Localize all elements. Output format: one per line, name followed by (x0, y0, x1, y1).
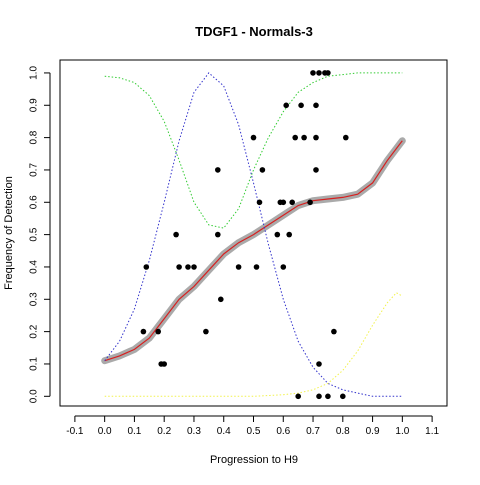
data-point (316, 393, 322, 400)
data-point (316, 361, 322, 367)
data-point (307, 199, 313, 206)
data-point (286, 231, 293, 238)
data-point (259, 167, 266, 173)
x-tick-label: -0.1 (66, 426, 84, 437)
y-axis: 0.0 0.1 0.2 0.3 0.4 0.5 0.6 0.7 0.8 0.9 1.0 (29, 66, 51, 403)
yellow-curve (104, 292, 403, 397)
points-layer (140, 70, 349, 400)
x-tick-label: 0.0 (98, 426, 112, 437)
y-tick-label: 0.5 (29, 227, 40, 241)
smooth-band-layer (101, 137, 406, 365)
data-point (215, 167, 221, 173)
x-tick-label: 0.2 (157, 426, 171, 437)
data-point (218, 296, 224, 303)
data-point (185, 264, 191, 270)
data-point (310, 70, 316, 76)
curves-layer (104, 72, 403, 397)
data-point (313, 167, 319, 173)
y-tick-label: 0.2 (29, 324, 40, 338)
data-point (292, 134, 299, 141)
data-point (289, 199, 296, 206)
data-point (274, 231, 281, 238)
x-tick-label: 0.7 (306, 426, 320, 437)
data-point (313, 102, 319, 109)
data-point (203, 328, 209, 335)
data-point (280, 264, 287, 270)
x-tick-label: 0.6 (276, 426, 290, 437)
plot-frame (59, 59, 448, 407)
x-tick-label: 1.1 (425, 426, 439, 437)
data-point (343, 134, 349, 141)
data-point (325, 70, 331, 76)
green-curve (104, 72, 403, 229)
chart-title: TDGF1 - Normals-3 (195, 24, 313, 39)
x-axis: -0.1 0.0 0.1 0.2 0.3 0.4 0.5 0.6 0.7 0.8 0.9 1.0 1.1 (66, 415, 440, 437)
data-point (331, 328, 337, 335)
data-point (340, 393, 346, 400)
x-tick-label: 0.9 (366, 426, 380, 437)
x-tick-label: 0.5 (247, 426, 261, 437)
data-point (253, 264, 260, 270)
y-tick-label: 0.9 (29, 98, 40, 112)
data-point (325, 393, 331, 400)
data-point (280, 199, 287, 206)
y-tick-label: 0.8 (29, 130, 40, 144)
data-point (301, 134, 307, 141)
data-point (283, 102, 290, 109)
x-tick-label: 0.3 (187, 426, 201, 437)
x-tick-label: 1.0 (395, 426, 409, 437)
y-tick-label: 0.7 (29, 163, 40, 177)
data-point (256, 199, 263, 206)
x-tick-label: 0.1 (127, 426, 141, 437)
data-point (295, 393, 302, 400)
data-point (155, 328, 161, 335)
data-point (176, 264, 182, 270)
y-tick-label: 1.0 (29, 66, 40, 80)
data-point (313, 134, 319, 141)
data-point (173, 231, 179, 238)
fit-line (104, 140, 403, 362)
y-tick-label: 0.6 (29, 195, 40, 209)
data-point (250, 134, 257, 141)
data-point (215, 231, 221, 238)
y-tick-label: 0.0 (29, 389, 40, 403)
y-axis-label: Frequency of Detection (3, 176, 15, 290)
data-point (140, 328, 147, 335)
data-point (235, 264, 242, 270)
x-tick-label: 0.8 (336, 426, 350, 437)
y-tick-label: 0.1 (29, 357, 40, 371)
x-tick-label: 0.4 (217, 426, 231, 437)
x-axis-label: Progression to H9 (210, 454, 298, 466)
smooth-band (101, 137, 406, 365)
data-point (161, 361, 167, 367)
data-point (191, 264, 197, 270)
data-point (298, 102, 304, 109)
blue-curve (104, 72, 403, 397)
data-point (316, 70, 322, 76)
y-tick-label: 0.3 (29, 292, 40, 306)
data-point (143, 264, 150, 270)
y-tick-label: 0.4 (29, 260, 40, 274)
